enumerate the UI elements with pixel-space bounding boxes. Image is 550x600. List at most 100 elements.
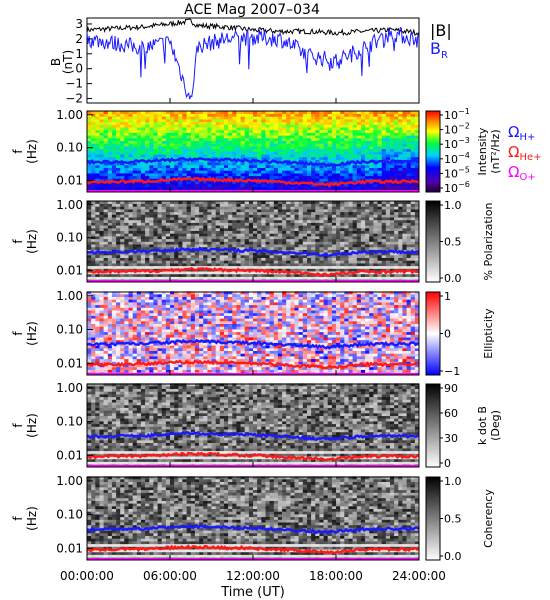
colorbar-label: % Polarization <box>482 203 495 281</box>
legend-omega-h: ΩH+ <box>508 123 535 143</box>
y-tick-label: 0.01 <box>56 541 83 555</box>
y-tick-label: 0.10 <box>56 323 83 337</box>
y-tick-label: 1.00 <box>56 289 83 303</box>
colorbar-tick-label: 10−3 <box>444 136 470 151</box>
legend-omega-he-sub: He+ <box>519 152 541 163</box>
colorbar-tick-label: 0.0 <box>444 272 462 285</box>
colorbar-tick-label: 10−4 <box>444 151 470 166</box>
colorbar <box>425 200 441 283</box>
gyro-line-He_plus_hz <box>86 176 420 189</box>
panel-wave-normal-angle: 1.00 0.10 0.01 f (Hz) 90 60 30 0 k dot B (Deg) <box>11 381 502 470</box>
gyro-line-H_plus_hz <box>87 246 420 258</box>
panel-b-field-frame <box>86 17 420 104</box>
colorbar-tick-label: 0.5 <box>444 236 462 249</box>
colorbar-label: (nT²/Hz) <box>489 129 502 173</box>
colorbar-tick-label: 30 <box>444 432 458 445</box>
colorbar-tick-label: −1 <box>444 365 460 378</box>
x-tick-label-2: 12:00:00 <box>226 569 280 583</box>
gyro-line-He_plus_hz <box>86 266 420 278</box>
y-tick-label: 1.00 <box>56 381 83 395</box>
x-tick-label-1: 06:00:00 <box>143 569 197 583</box>
ylabel-f: f <box>11 239 25 244</box>
colorbar-tick-label: 10−1 <box>444 107 470 122</box>
y-tick-label: 0.10 <box>56 508 83 522</box>
y-tick-label: 0.10 <box>56 415 83 429</box>
legend-b-total: |B| <box>430 21 452 40</box>
colorbar-tick-label: 0.5 <box>444 513 462 526</box>
b-series-line-0 <box>86 18 420 37</box>
heatmap-cells <box>87 383 420 468</box>
legend-omega-h-main: Ω <box>508 123 519 141</box>
b-y-tick-label: 1 <box>75 47 83 61</box>
colorbar-tick-label: 90 <box>444 382 458 395</box>
colorbar-tick-label: 60 <box>444 407 458 420</box>
b-y-tick-label: −1 <box>65 77 83 91</box>
colorbar <box>425 110 441 193</box>
y-tick-label: 0.10 <box>56 231 83 245</box>
ylabel-hz: (Hz) <box>25 321 39 346</box>
spectral-panels: 1.000.100.01f (Hz)10−110−210−310−410−510−… <box>11 107 502 563</box>
x-tick-label-0: 00:00:00 <box>60 569 114 583</box>
b-y-tick-label: −2 <box>65 92 83 106</box>
y-tick-label: 0.10 <box>56 141 83 155</box>
b-y-tick-label: 3 <box>75 17 83 31</box>
panel-ellipticity: 1.00 0.10 0.01 f (Hz) 1 0 −1 Ellipticity <box>11 289 495 378</box>
ylabel-hz: (Hz) <box>25 506 39 531</box>
b-y-tick-label: 2 <box>75 32 83 46</box>
gyro-line-He_plus_hz <box>86 359 420 370</box>
y-tick-label: 0.01 <box>56 174 83 188</box>
colorbar-label: (Deg) <box>489 410 502 441</box>
panel-coherency: 1.00 0.10 0.01 f (Hz) 1.0 0.5 0.0 Coherency <box>11 474 495 563</box>
legend-b-r-sub: R <box>441 50 448 61</box>
b-field-ylabel-1: B <box>49 58 63 66</box>
ylabel-hz: (Hz) <box>25 229 39 254</box>
x-axis-title: Time (UT) <box>220 585 285 600</box>
colorbar-tick-label: 1.0 <box>444 475 462 488</box>
chart-title: ACE Mag 2007–034 <box>184 2 320 18</box>
x-axis: 00:00:00 06:00:00 12:00:00 18:00:00 24:0… <box>60 569 446 600</box>
b-series-line-1 <box>86 27 420 100</box>
colorbar-label: Ellipticity <box>482 308 495 359</box>
legend-omega-h-sub: H+ <box>519 132 535 143</box>
b-field-ylabel-2: (nT) <box>61 50 75 74</box>
colorbar-label: k dot B <box>476 406 489 445</box>
gyro-line-H_plus_hz <box>86 430 420 442</box>
y-tick-label: 1.00 <box>56 474 83 488</box>
y-tick-label: 0.01 <box>56 356 83 370</box>
colorbar-label: Coherency <box>482 489 495 548</box>
x-tick-label-3: 18:00:00 <box>309 569 363 583</box>
legend-omega-he: ΩHe+ <box>508 143 542 163</box>
colorbar-tick-label: 10−6 <box>444 180 470 195</box>
colorbar <box>425 383 441 468</box>
b-y-tick-label: 0 <box>75 62 83 76</box>
panel-power-spectrum: 1.00 0.10 0.01 f (Hz) 10−110−210−310−410−510−… <box>11 107 502 195</box>
y-tick-label: 1.00 <box>56 198 83 212</box>
legend-omega-o: ΩO+ <box>508 163 536 183</box>
colorbar-tick-label: 0 <box>444 328 451 341</box>
colorbar-tick-label: 1.0 <box>444 199 462 212</box>
b-field-series <box>86 18 420 103</box>
gyro-line-H_plus_hz <box>86 338 420 350</box>
ylabel-hz: (Hz) <box>25 139 39 164</box>
legend-b-r-main: B <box>430 39 441 58</box>
legend-omega-he-main: Ω <box>508 143 519 161</box>
gyro-line-H_plus_hz <box>86 523 420 535</box>
gyro-line-He_plus_hz <box>86 544 420 556</box>
colorbar <box>425 476 441 561</box>
ylabel-f: f <box>11 149 25 154</box>
heatmap-cells <box>87 201 420 283</box>
colorbar <box>425 291 441 376</box>
legend-omega-o-sub: O+ <box>519 172 535 183</box>
y-tick-label: 0.01 <box>56 448 83 462</box>
ylabel-hz: (Hz) <box>25 413 39 438</box>
colorbar-tick-label: 10−2 <box>444 122 470 137</box>
ylabel-f: f <box>11 331 25 336</box>
ylabel-f: f <box>11 516 25 521</box>
colorbar-tick-label: 0 <box>444 457 451 470</box>
panel-polarization: 1.00 0.10 0.01 f (Hz) 1.0 0.5 0.0 % Polarization <box>11 198 495 285</box>
heatmap-cells <box>87 476 420 561</box>
y-tick-label: 0.01 <box>56 264 83 278</box>
gyro-line-H_plus_hz <box>86 156 420 168</box>
